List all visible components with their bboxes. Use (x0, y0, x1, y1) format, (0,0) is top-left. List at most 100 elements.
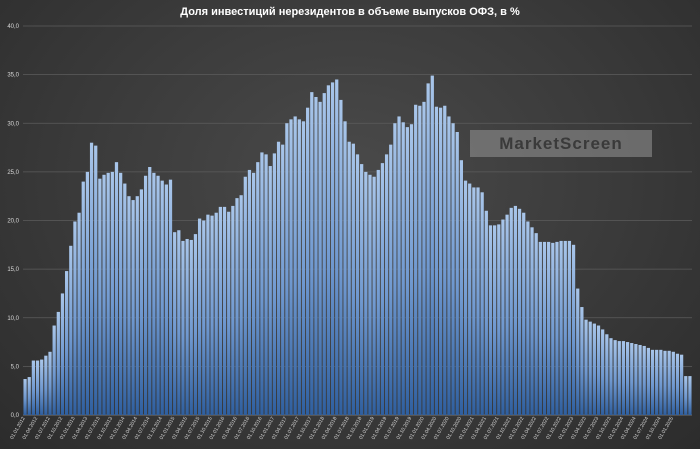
bar (297, 119, 301, 416)
bar (293, 116, 297, 415)
bar (497, 224, 501, 415)
bar (23, 379, 27, 415)
y-tick-label: 20,0 (7, 219, 19, 225)
bar (576, 288, 580, 415)
bar (44, 355, 48, 415)
bar (567, 240, 572, 415)
bar (222, 206, 227, 415)
bar (364, 171, 368, 416)
bar (322, 93, 326, 415)
bar (671, 351, 675, 415)
bar (202, 220, 206, 415)
bar (102, 174, 106, 415)
bar (185, 238, 189, 415)
bar (289, 119, 293, 416)
bar (617, 341, 621, 415)
bar (447, 116, 451, 415)
y-tick-label: 40,0 (7, 24, 19, 30)
bar (534, 233, 538, 415)
bar (679, 354, 684, 415)
bar (505, 214, 509, 415)
bar (131, 200, 135, 415)
bar (480, 192, 484, 415)
bar (123, 183, 127, 415)
bar (343, 121, 347, 415)
bar (667, 350, 671, 415)
bar (306, 107, 310, 415)
bar (160, 180, 164, 415)
y-tick-label: 0,0 (11, 413, 20, 419)
bar (256, 162, 260, 415)
bar (455, 132, 459, 415)
bar (509, 207, 513, 415)
bar (330, 82, 335, 416)
y-tick-label: 5,0 (11, 364, 20, 370)
bar (218, 206, 222, 415)
bar (351, 143, 355, 416)
bar (530, 227, 534, 415)
bar (335, 79, 339, 416)
bar (301, 121, 306, 415)
bar (563, 240, 567, 415)
bar (272, 153, 277, 415)
bar (231, 205, 235, 415)
bar (596, 325, 601, 415)
watermark-logo: MarketScreen (470, 130, 652, 157)
bar (463, 180, 468, 415)
bar (31, 360, 36, 415)
bar (285, 123, 289, 415)
bar (268, 166, 272, 415)
bar (119, 172, 123, 415)
y-tick-label: 10,0 (7, 316, 19, 322)
bar (368, 174, 372, 415)
bar (555, 241, 559, 415)
bar (106, 172, 110, 415)
bar (243, 176, 247, 415)
bar (156, 175, 160, 415)
bar (517, 208, 522, 415)
bar (56, 311, 60, 415)
y-tick-label: 35,0 (7, 73, 19, 79)
bar (438, 107, 443, 415)
bar (135, 196, 139, 415)
bar (48, 351, 52, 415)
y-tick-label: 15,0 (7, 267, 19, 273)
bar (193, 234, 198, 415)
bar (326, 85, 331, 415)
bar (35, 360, 40, 415)
bar (281, 144, 285, 415)
bar (401, 122, 405, 415)
bar (235, 198, 239, 415)
bar (559, 240, 563, 415)
bar (551, 242, 555, 415)
bar (405, 127, 409, 415)
bar (214, 212, 218, 415)
bar (538, 241, 542, 415)
bar (197, 218, 202, 415)
bar (384, 154, 389, 415)
bar (81, 181, 85, 415)
bar (684, 376, 688, 415)
bar (409, 124, 414, 415)
bar (65, 271, 69, 415)
bar (513, 205, 518, 415)
bar (276, 141, 281, 416)
bar (85, 171, 90, 416)
bar (173, 232, 177, 415)
bar (264, 154, 268, 415)
bar (459, 160, 463, 415)
bar (355, 154, 360, 415)
bar (397, 116, 401, 415)
bar (547, 241, 551, 415)
bar (443, 105, 447, 415)
bar (468, 183, 472, 415)
bar (210, 215, 214, 415)
bar (609, 338, 613, 415)
y-tick-label: 25,0 (7, 170, 19, 176)
bar (360, 164, 364, 415)
bar (148, 167, 152, 415)
bar (110, 171, 114, 416)
y-axis-tick-labels: 0,0 5,0 10,0 15,0 20,0 25,0 30,0 35,0 40,0 (7, 24, 19, 419)
bar (571, 244, 576, 415)
